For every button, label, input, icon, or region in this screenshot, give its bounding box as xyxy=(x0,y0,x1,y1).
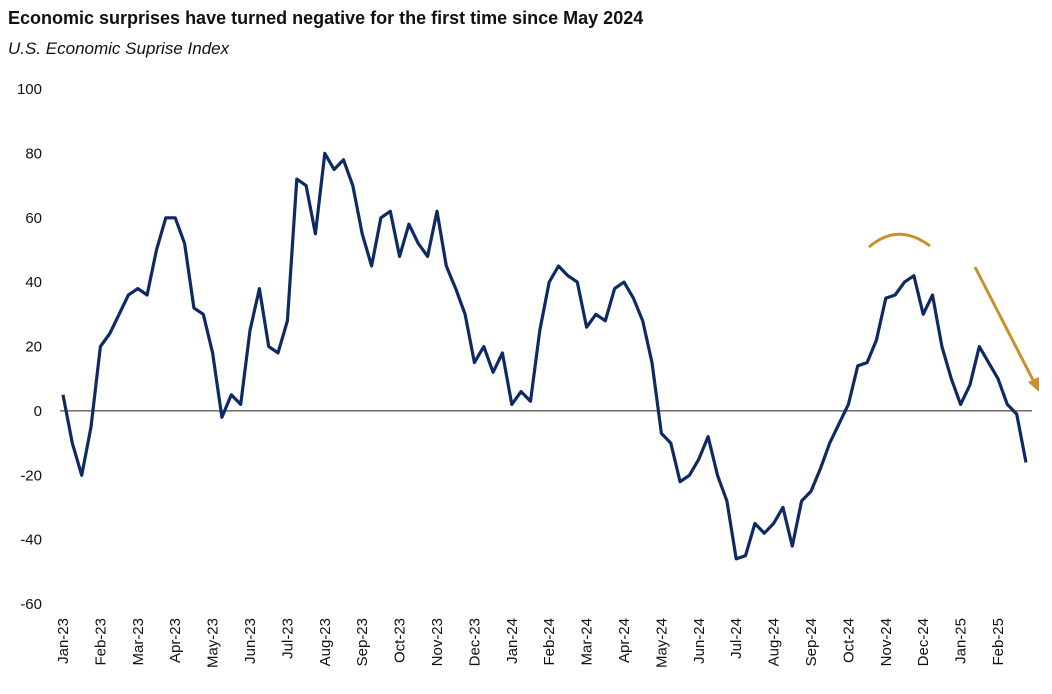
x-tick-label: Oct-24 xyxy=(840,618,857,663)
y-tick-label: 20 xyxy=(25,339,42,356)
x-tick-label: Jul-23 xyxy=(279,618,296,659)
y-tick-label: 40 xyxy=(25,274,42,291)
x-tick-label: Aug-23 xyxy=(317,618,334,666)
x-tick-label: Jun-23 xyxy=(242,618,259,664)
x-tick-label: Oct-23 xyxy=(392,618,409,663)
x-tick-label: Jan-23 xyxy=(55,618,72,664)
annotation-arc xyxy=(868,232,931,249)
series-line xyxy=(61,151,1028,561)
x-tick-label: Mar-24 xyxy=(579,618,596,666)
annotation-arrow xyxy=(973,266,1036,383)
x-tick-label: Jun-24 xyxy=(691,618,708,664)
y-tick-label: -40 xyxy=(20,532,42,549)
y-tick-label: -60 xyxy=(20,596,42,613)
x-tick-label: Jan-25 xyxy=(953,618,970,664)
x-tick-label: May-23 xyxy=(205,618,222,668)
x-tick-label: Sep-23 xyxy=(354,618,371,666)
x-tick-label: Feb-25 xyxy=(990,618,1007,666)
y-tick-label: 0 xyxy=(34,403,42,420)
y-tick-label: 100 xyxy=(17,81,42,98)
x-tick-label: May-24 xyxy=(653,618,670,668)
x-tick-label: Apr-24 xyxy=(616,618,633,663)
x-tick-label: Aug-24 xyxy=(766,618,783,666)
chart-subtitle: U.S. Economic Suprise Index xyxy=(8,39,230,58)
x-tick-label: Mar-23 xyxy=(130,618,147,666)
x-tick-label: Jan-24 xyxy=(504,618,521,664)
y-tick-label: -20 xyxy=(20,467,42,484)
chart-title: Economic surprises have turned negative … xyxy=(8,8,643,28)
x-tick-label: Dec-24 xyxy=(915,618,932,666)
x-tick-label: Nov-24 xyxy=(878,618,895,666)
x-tick-label: Nov-23 xyxy=(429,618,446,666)
x-tick-label: Dec-23 xyxy=(466,618,483,666)
x-tick-label: Sep-24 xyxy=(803,618,820,666)
x-tick-label: Jul-24 xyxy=(728,618,745,659)
x-tick-label: Feb-23 xyxy=(92,618,109,666)
y-tick-label: 80 xyxy=(25,145,42,162)
x-tick-label: Apr-23 xyxy=(167,618,184,663)
y-tick-label: 60 xyxy=(25,210,42,227)
annotation-arrowhead xyxy=(1028,377,1039,392)
x-tick-label: Feb-24 xyxy=(541,618,558,666)
